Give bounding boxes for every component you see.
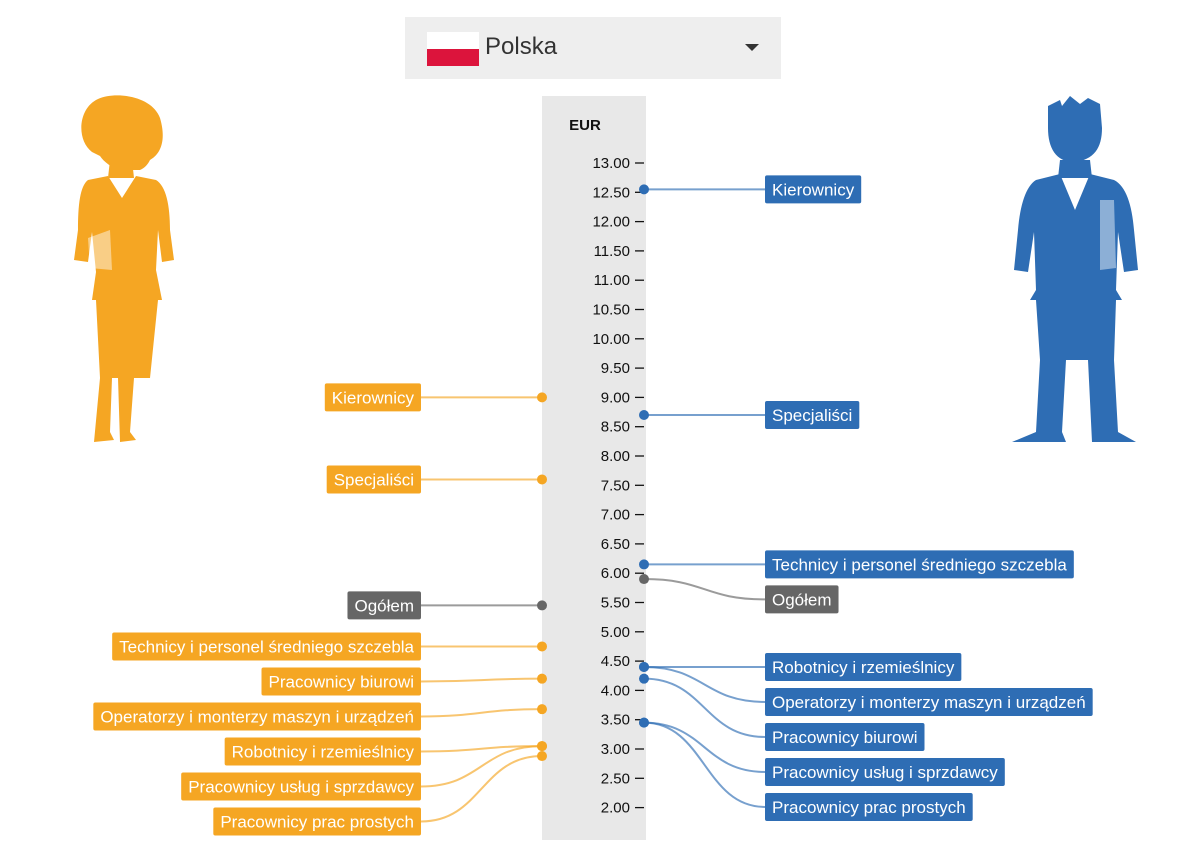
category-label: Operatorzy i monterzy maszyn i urządzeń — [772, 693, 1086, 712]
y-tick-label: 4.50 — [601, 653, 630, 670]
category-label: Pracownicy prac prostych — [772, 798, 966, 817]
category-label: Operatorzy i monterzy maszyn i urządzeń — [100, 707, 414, 726]
country-select[interactable]: Polska — [405, 17, 781, 79]
data-point — [639, 661, 649, 672]
y-tick-label: 3.50 — [601, 712, 630, 729]
category-label-box — [224, 737, 421, 766]
category-label-box — [213, 807, 421, 836]
data-point — [537, 600, 547, 611]
data-point — [537, 751, 547, 762]
category-label: Pracownicy prac prostych — [220, 812, 414, 831]
category-label: Kierownicy — [332, 388, 415, 407]
category-label: Ogółem — [354, 596, 414, 615]
data-point — [537, 741, 547, 752]
category-label-box — [765, 652, 962, 681]
axis-unit-label: EUR — [569, 117, 601, 134]
category-label: Pracownicy usług i sprzdawcy — [188, 777, 414, 796]
category-label-box — [324, 383, 421, 412]
tie-highlight — [1100, 200, 1116, 270]
data-point — [537, 392, 547, 403]
category-label-box — [326, 465, 421, 494]
connector-line — [420, 745, 543, 753]
y-tick-label: 7.00 — [601, 507, 630, 524]
connector-line — [643, 721, 766, 773]
y-tick-label: 9.50 — [601, 360, 630, 377]
y-tick-label: 11.50 — [594, 243, 630, 260]
poland-flag-icon — [427, 32, 479, 66]
y-tick-label: 5.50 — [601, 595, 630, 612]
y-tick-label: 3.00 — [601, 741, 630, 758]
y-tick-label: 9.00 — [601, 389, 630, 406]
y-tick-label: 6.00 — [601, 565, 630, 582]
connector-line — [420, 708, 543, 718]
data-point — [639, 409, 649, 420]
category-label-box — [181, 772, 421, 801]
country-select-value: Polska — [485, 33, 558, 60]
connector-line — [643, 721, 766, 808]
category-label-box — [765, 722, 925, 751]
y-tick-label: 2.00 — [601, 800, 630, 817]
connector-line — [420, 677, 543, 683]
category-label: Robotnicy i rzemieślnicy — [232, 742, 415, 761]
connector-line — [643, 665, 766, 703]
category-label-box — [765, 585, 839, 614]
category-label: Technicy i personel średniego szczebla — [119, 637, 414, 656]
y-tick-label: 7.50 — [601, 477, 630, 494]
data-point — [639, 673, 649, 684]
category-label-box — [765, 687, 1093, 716]
y-tick-label: 12.00 — [592, 214, 630, 231]
connector-line — [643, 677, 766, 738]
data-point — [639, 559, 649, 570]
category-label: Pracownicy usług i sprzdawcy — [772, 763, 998, 782]
category-label: Specjaliści — [772, 406, 852, 425]
data-point — [537, 673, 547, 684]
y-tick-label: 10.50 — [592, 302, 630, 319]
category-label-box — [261, 667, 421, 696]
category-label-box — [93, 702, 421, 731]
document-icon — [88, 230, 112, 270]
category-label-box — [347, 591, 421, 620]
data-point — [639, 574, 649, 585]
y-tick-label: 8.00 — [601, 448, 630, 465]
data-point — [537, 704, 547, 715]
category-label-box — [765, 550, 1074, 579]
y-tick-label: 13.00 — [592, 155, 630, 172]
category-label-box — [765, 175, 862, 204]
connector-line — [643, 578, 766, 601]
category-label-box — [765, 400, 860, 429]
y-tick-label: 10.00 — [592, 331, 630, 348]
data-point — [639, 184, 649, 195]
woman-icon — [74, 95, 174, 442]
category-label: Technicy i personel średniego szczebla — [772, 555, 1067, 574]
y-tick-label: 12.50 — [592, 184, 630, 201]
category-label: Ogółem — [772, 590, 832, 609]
y-tick-label: 4.00 — [601, 682, 630, 699]
data-point — [537, 641, 547, 652]
y-tick-label: 2.50 — [601, 770, 630, 787]
y-tick-label: 6.50 — [601, 536, 630, 553]
axis-band — [542, 96, 646, 840]
y-tick-label: 5.00 — [601, 624, 630, 641]
chevron-down-icon — [745, 44, 759, 51]
category-label-box — [765, 757, 1005, 786]
category-label-box — [765, 792, 973, 821]
category-label-box — [112, 632, 421, 661]
data-point — [537, 474, 547, 485]
connector-line — [420, 745, 543, 788]
y-tick-label: 8.50 — [601, 419, 630, 436]
category-label: Robotnicy i rzemieślnicy — [772, 658, 955, 677]
data-point — [639, 717, 649, 728]
category-label: Kierownicy — [772, 180, 855, 199]
connector-line — [420, 755, 543, 823]
man-icon — [1012, 96, 1138, 442]
y-tick-label: 11.00 — [594, 272, 630, 289]
category-label: Specjaliści — [334, 470, 414, 489]
category-label: Pracownicy biurowi — [772, 728, 918, 747]
category-label: Pracownicy biurowi — [269, 672, 415, 691]
